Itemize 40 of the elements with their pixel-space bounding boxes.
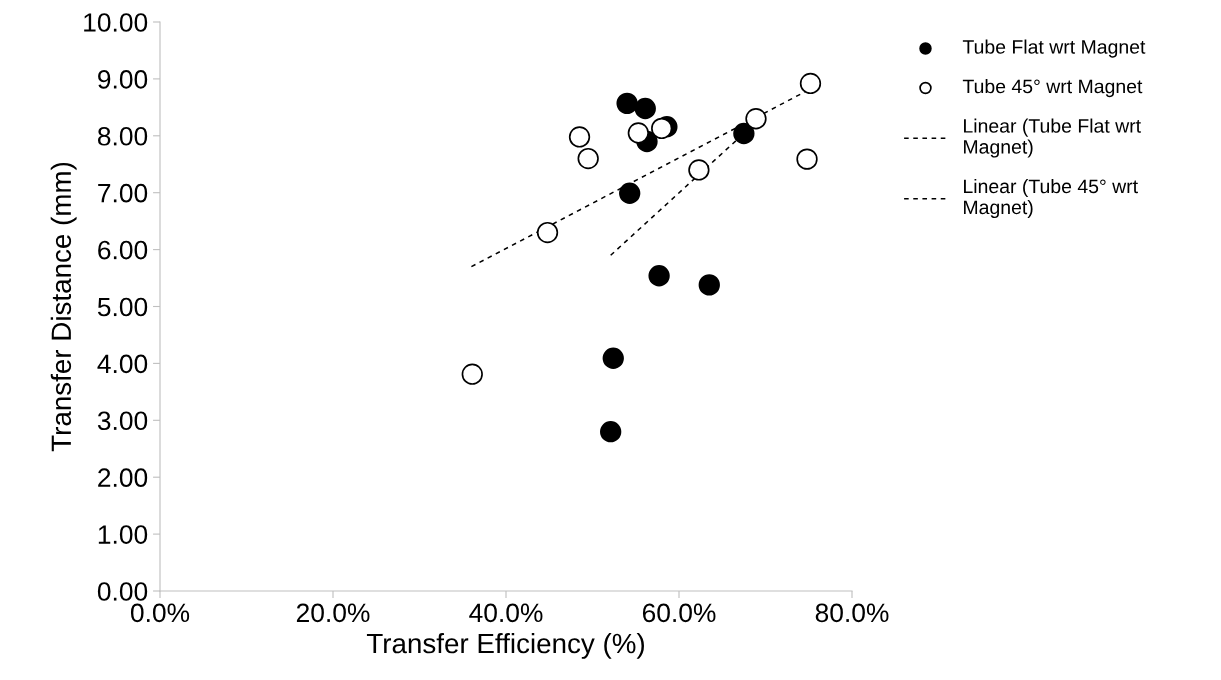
point (796, 148, 818, 170)
point (600, 421, 622, 443)
y-tick-label: 4.00 (97, 354, 148, 374)
y-tick-label: 6.00 (98, 240, 148, 260)
y-tick-label: 8.00 (97, 126, 148, 146)
point (568, 126, 591, 148)
legend-label: Linear (Tube 45° wrt Magnet) (964, 178, 1138, 219)
point (698, 274, 720, 296)
legend-label: Tube Flat wrt Magnet (962, 39, 1146, 58)
point (536, 221, 559, 244)
point (602, 347, 624, 369)
point (648, 265, 670, 287)
legend-label: Tube 45° wrt Magnet (962, 79, 1143, 98)
legend-label: Linear (Tube Flat wrt Magnet) (964, 118, 1141, 158)
x-tick-label: 0.0% (130, 603, 190, 623)
y-tick-label: 10.00 (84, 13, 148, 32)
y-tick-label: 3.00 (97, 411, 148, 431)
y-tick-label: 9.00 (98, 70, 148, 89)
point (461, 363, 483, 385)
point (688, 159, 710, 181)
x-axis-title: Transfer Efficiency (%) (366, 632, 644, 659)
point (627, 122, 650, 144)
y-tick-label: 5.00 (97, 297, 148, 317)
x-tick-label: 80.0% (815, 603, 889, 623)
point (616, 92, 638, 115)
point (634, 97, 656, 120)
y-tick-label: 7.00 (98, 183, 148, 203)
y-axis-title: Transfer Distance (mm) (50, 162, 77, 452)
y-tick-label: 0.00 (97, 582, 148, 601)
y-tick-label: 1.00 (98, 525, 148, 544)
point (651, 117, 673, 140)
point (799, 72, 822, 95)
point (745, 108, 767, 130)
x-tick-label: 40.0% (469, 603, 543, 623)
point (619, 182, 641, 204)
point (577, 147, 599, 170)
x-tick-label: 20.0% (296, 603, 370, 623)
x-tick-label: 60.0% (642, 603, 716, 623)
point (733, 122, 755, 145)
y-tick-label: 2.00 (98, 468, 148, 488)
